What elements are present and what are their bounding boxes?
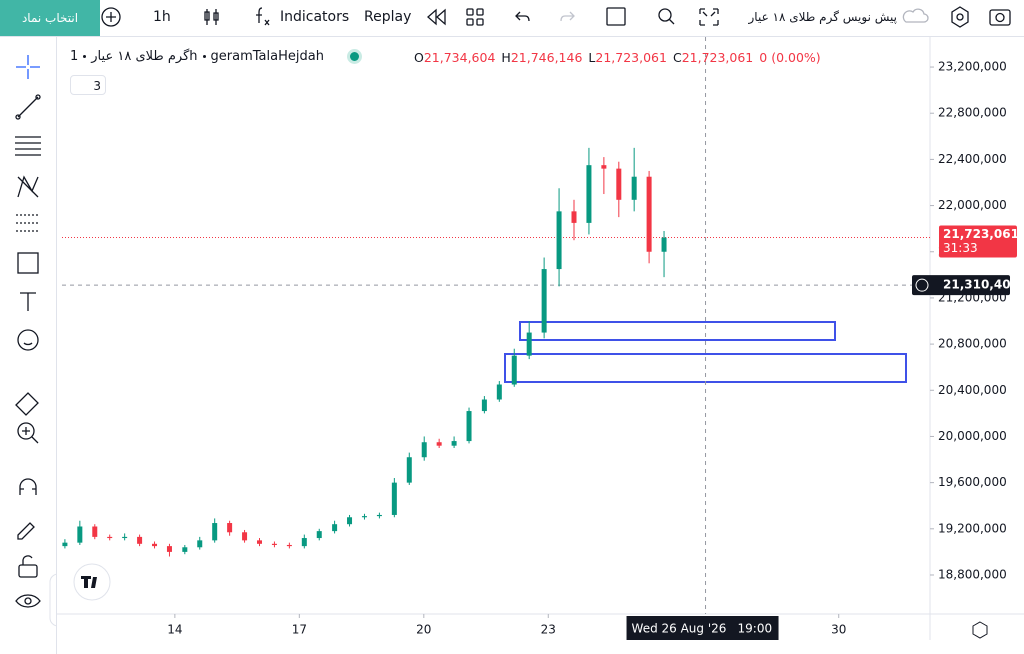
ohlc-value: 21,723,061: [681, 50, 754, 65]
candle-body: [586, 165, 592, 223]
candle-body: [182, 547, 188, 552]
candle-body: [496, 384, 502, 400]
ohlc-value: 21,723,061: [595, 50, 667, 65]
y-tick-label: 19,200,000: [938, 521, 1007, 535]
countdown-label: 31:33: [943, 241, 978, 255]
indicators-button[interactable]: Indicators: [280, 9, 350, 25]
x-tick-label: 30: [831, 623, 846, 637]
change-value: 0 (0.00%): [759, 50, 821, 65]
candle-body: [526, 332, 532, 356]
x-tick-label: 20: [416, 623, 431, 637]
ohlc-value: 21,734,604: [423, 50, 496, 65]
top-toolbar: انتخاب نماد 1h Indicators Replay پیش نوی…: [0, 0, 1024, 37]
candle-body: [616, 168, 622, 200]
candle-body: [271, 543, 277, 545]
crosshair-time-box: [626, 616, 779, 640]
legend: گرم طلای ۱۸ عیار1h geramTalaHejdah: [70, 49, 360, 64]
candle-body: [301, 538, 307, 547]
x-tick-label: 23: [541, 623, 556, 637]
ohlc-key: L: [588, 50, 596, 65]
candle-body: [466, 411, 472, 442]
symbol-search-button[interactable]: انتخاب نماد: [0, 0, 100, 36]
crosshair-date-label: Wed 26 Aug '26: [632, 622, 727, 636]
y-tick-label: 22,400,000: [938, 152, 1007, 166]
candle-body: [406, 457, 412, 483]
candle-body: [62, 542, 68, 547]
candle-body: [166, 546, 172, 552]
candle-body: [286, 544, 292, 547]
candle-body: [197, 540, 203, 548]
crosshair-price-label: 21,310,402: [943, 278, 1019, 292]
candle-body: [481, 399, 487, 412]
candle-body: [77, 526, 83, 543]
candle-body: [391, 482, 397, 515]
axis-settings: [972, 621, 988, 639]
separator: [83, 55, 87, 58]
ohlc-key: C: [672, 50, 682, 65]
ohlc-value: 21,746,146: [510, 50, 583, 65]
candle-body: [631, 176, 637, 200]
candle-body: [152, 543, 158, 547]
candle-body: [376, 514, 382, 517]
y-tick-label: 22,800,000: [938, 106, 1007, 120]
tradingview-logo: [73, 563, 111, 601]
y-tick-label: 18,800,000: [938, 567, 1007, 581]
candle-body: [661, 237, 667, 252]
candle-body: [646, 176, 652, 252]
last-price-label: 21,723,061: [943, 227, 1019, 241]
candle-body: [316, 531, 322, 539]
crosshair-price-box: [912, 275, 1010, 296]
candle-body: [122, 536, 128, 539]
last-price-box: [939, 225, 1017, 258]
layout-name[interactable]: پیش نویس گرم طلای ۱۸ عیار: [748, 10, 898, 24]
drawn-rectangle: [519, 321, 836, 341]
crosshair-time-label: 19:00: [738, 622, 773, 636]
y-tick-label: 20,000,000: [938, 429, 1007, 443]
replay-button[interactable]: Replay: [364, 9, 412, 25]
candle-body: [242, 532, 248, 541]
candle-body: [436, 442, 442, 446]
candle-body: [451, 441, 457, 446]
candle-body: [541, 269, 547, 333]
x-tick-label: 17: [292, 623, 307, 637]
drawing-toolbar: [0, 37, 67, 654]
candle-body: [361, 516, 367, 518]
ohlc-key: O: [414, 50, 424, 65]
legend-interval: 1h: [70, 49, 198, 64]
market-status: [350, 52, 360, 61]
candle-body: [212, 523, 218, 541]
ohlc-key: H: [501, 50, 511, 65]
chart-pane[interactable]: 18,800,000 19,200,000 19,600,000 20,000,000…: [57, 37, 1024, 654]
y-tick-label: 22,000,000: [938, 198, 1007, 212]
candle-body: [347, 517, 353, 525]
toolbar-icons: [101, 6, 1011, 28]
add-alert-button: [915, 278, 929, 292]
candle-body: [332, 524, 338, 532]
candle-body: [571, 211, 577, 223]
candle-body: [511, 355, 517, 385]
tradingview-logo-mark: [81, 576, 97, 588]
ohlc-values: O21,734,604 H21,746,146 L21,723,061 C21,723…: [414, 50, 827, 65]
candle-body: [107, 536, 113, 539]
legend-symbol: گرم طلای ۱۸ عیار: [91, 49, 190, 64]
legend-source: geramTalaHejdah: [210, 49, 324, 64]
y-tick-label: 19,600,000: [938, 475, 1007, 489]
candle-body: [421, 442, 427, 458]
separator: [202, 55, 206, 58]
candle-body: [137, 536, 143, 544]
candle-body: [556, 211, 562, 270]
drawing-tools: [15, 55, 67, 627]
indicator-count[interactable]: 3: [70, 75, 106, 95]
y-tick-label: 23,200,000: [938, 60, 1007, 74]
candle-body: [256, 540, 262, 544]
x-tick-label: 14: [167, 623, 182, 637]
y-tick-label: 20,800,000: [938, 337, 1007, 351]
interval-button[interactable]: 1h: [153, 9, 171, 25]
candle-body: [601, 165, 607, 169]
candle-body: [227, 523, 233, 533]
candle-body: [92, 526, 98, 537]
y-tick-label: 20,400,000: [938, 383, 1007, 397]
